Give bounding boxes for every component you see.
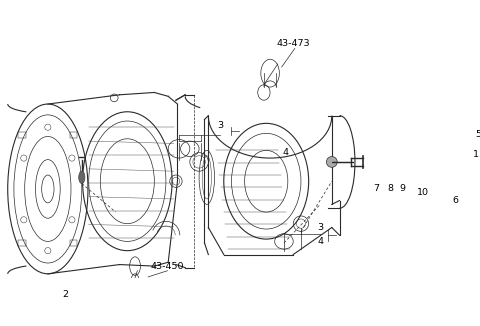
Text: 8: 8 bbox=[387, 185, 394, 193]
Bar bbox=[70, 132, 77, 138]
Text: 7: 7 bbox=[373, 185, 380, 193]
Bar bbox=[18, 240, 26, 246]
Text: 43-473: 43-473 bbox=[276, 39, 310, 48]
Bar bbox=[18, 132, 26, 138]
Text: 9: 9 bbox=[400, 185, 406, 193]
Text: 4: 4 bbox=[283, 148, 288, 157]
Text: 10: 10 bbox=[417, 188, 429, 197]
Bar bbox=[70, 240, 77, 246]
Bar bbox=[400, 141, 429, 189]
Ellipse shape bbox=[79, 171, 85, 184]
Text: 3: 3 bbox=[317, 223, 324, 232]
Text: 3: 3 bbox=[217, 121, 223, 130]
Text: 1: 1 bbox=[473, 150, 479, 159]
Text: 4: 4 bbox=[317, 237, 323, 246]
Ellipse shape bbox=[326, 156, 337, 167]
Text: 5: 5 bbox=[475, 130, 480, 140]
Text: 6: 6 bbox=[452, 196, 458, 205]
Text: 43-450: 43-450 bbox=[151, 261, 184, 271]
Text: 2: 2 bbox=[62, 290, 69, 299]
